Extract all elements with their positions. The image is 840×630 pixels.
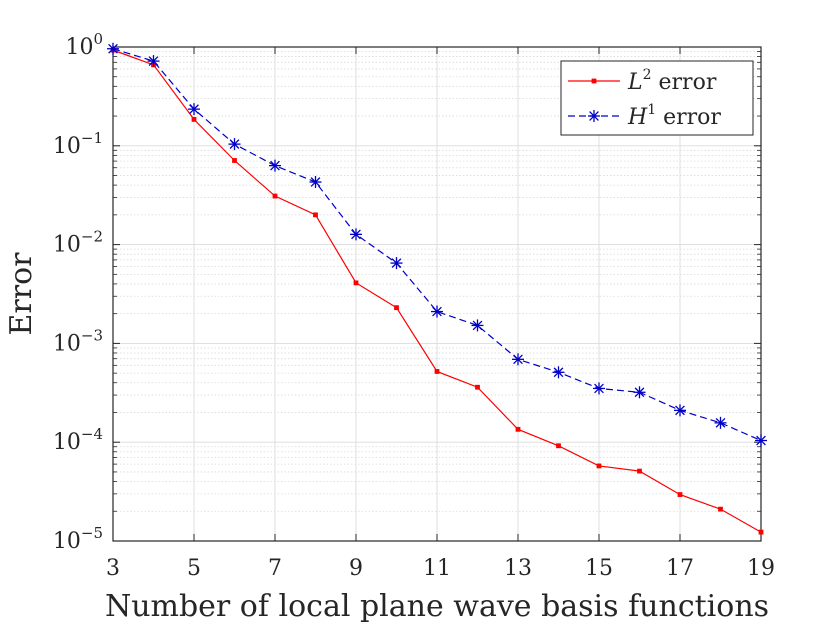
x-tick-label: 19 — [747, 556, 775, 581]
series-line-2 — [112, 48, 762, 442]
y-tick-label: 10−2 — [53, 228, 103, 258]
legend-marker-1 — [591, 78, 597, 84]
series-2-point — [188, 103, 200, 116]
series-2-point — [471, 319, 484, 332]
x-tick-labels: 3 5 7 9 11 13 15 17 19 — [106, 556, 775, 581]
series-2-point — [755, 434, 767, 447]
x-tick-label: 13 — [504, 556, 532, 581]
y-tick-label: 10−1 — [53, 129, 103, 159]
series-2-point — [633, 386, 646, 399]
y-tick-label: 10−4 — [53, 425, 103, 455]
series-1-point — [758, 529, 764, 535]
y-tick-label: 10−3 — [53, 326, 103, 356]
series-1-point — [556, 443, 561, 449]
series-1-point — [677, 492, 683, 497]
x-tick-label: 3 — [106, 556, 120, 581]
series-2-point — [674, 404, 686, 417]
series-1-point — [394, 305, 399, 311]
x-tick-label: 11 — [423, 556, 451, 581]
series-1-point — [272, 193, 278, 199]
series-1-point — [191, 117, 197, 122]
x-tick-label: 7 — [268, 556, 282, 581]
x-tick-label: 17 — [666, 556, 694, 581]
x-tick-label: 15 — [585, 556, 613, 581]
legend: L2 error H1 error — [560, 60, 754, 136]
series-2-point — [269, 159, 281, 172]
series-2-point — [431, 305, 443, 318]
series-2-point — [147, 55, 160, 68]
x-tick-label: 9 — [349, 556, 363, 581]
series-1-point — [718, 506, 723, 512]
legend-marker-2 — [588, 110, 600, 122]
series-2-point — [552, 366, 565, 379]
series-1-point — [232, 158, 237, 163]
series-2-point — [228, 138, 241, 151]
series-1-point — [434, 369, 440, 374]
series-2-point — [593, 382, 605, 395]
x-tick-label: 5 — [187, 556, 201, 581]
y-tick-label: 10−5 — [53, 524, 103, 554]
x-axis-label: Number of local plane wave basis functio… — [105, 589, 769, 624]
series-2-point — [512, 353, 524, 366]
series-1-point — [313, 212, 318, 218]
series-2-point — [309, 176, 322, 189]
series-layer — [107, 42, 767, 535]
series-1-point — [353, 280, 359, 286]
series-1-point — [475, 384, 480, 390]
legend-box — [560, 60, 754, 136]
y-tick-labels: 10−5 10−4 10−3 10−2 10−1 100 — [53, 30, 103, 554]
series-2-point — [390, 257, 403, 270]
series-1-point — [596, 463, 602, 469]
series-2-point — [107, 42, 119, 55]
series-2-point — [714, 416, 727, 429]
y-axis-label: Error — [4, 252, 39, 336]
y-tick-label: 100 — [65, 30, 103, 60]
legend-label-1: L2 error — [627, 67, 717, 95]
series-2-point — [350, 228, 362, 241]
series-1-point — [637, 468, 642, 474]
legend-label-2: H1 error — [627, 102, 721, 130]
series-1-point — [515, 426, 521, 432]
